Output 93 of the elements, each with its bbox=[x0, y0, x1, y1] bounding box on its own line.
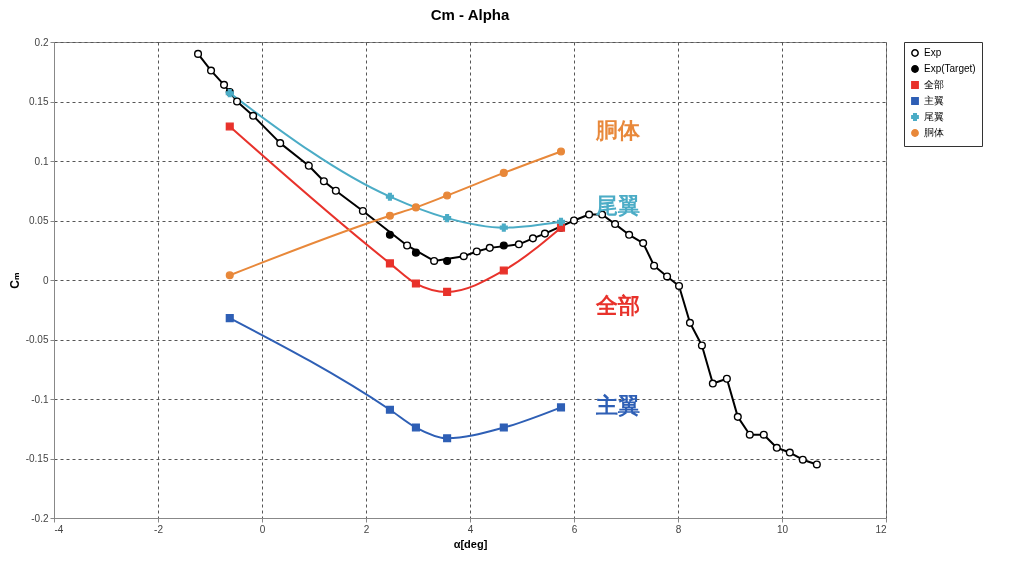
point bbox=[708, 379, 717, 388]
point bbox=[556, 403, 566, 412]
point bbox=[459, 252, 468, 261]
y-tick-label: 0.2 bbox=[34, 36, 49, 48]
point bbox=[499, 266, 508, 275]
point bbox=[759, 430, 768, 439]
point bbox=[663, 272, 672, 281]
y-tick-label: 0.1 bbox=[34, 155, 49, 167]
point bbox=[443, 191, 452, 200]
legend-label: 尾翼 bbox=[924, 111, 944, 122]
point bbox=[225, 314, 234, 323]
point bbox=[556, 147, 566, 156]
text: 主翼 bbox=[596, 393, 640, 419]
point bbox=[772, 443, 781, 452]
point bbox=[556, 217, 566, 226]
point bbox=[485, 243, 494, 252]
point bbox=[745, 430, 754, 439]
point bbox=[411, 203, 420, 212]
point bbox=[219, 80, 229, 89]
point bbox=[276, 139, 285, 148]
point bbox=[674, 281, 684, 290]
point bbox=[569, 216, 579, 225]
point bbox=[443, 287, 452, 296]
point bbox=[650, 261, 659, 270]
point bbox=[358, 206, 367, 216]
point bbox=[499, 423, 508, 432]
point bbox=[499, 223, 508, 232]
y-tick-label: -0.1 bbox=[31, 393, 49, 405]
x-tick-label: -2 bbox=[154, 523, 164, 535]
text: 全部 bbox=[596, 293, 640, 319]
x-tick-label: 8 bbox=[675, 523, 682, 535]
point bbox=[232, 97, 242, 106]
point bbox=[472, 247, 481, 256]
point bbox=[685, 318, 695, 327]
legend-label: Exp(Target) bbox=[924, 63, 976, 74]
point bbox=[798, 455, 807, 464]
point bbox=[403, 241, 412, 250]
point bbox=[319, 177, 328, 186]
point bbox=[812, 460, 821, 469]
point bbox=[443, 434, 452, 443]
point bbox=[697, 341, 706, 350]
point bbox=[499, 168, 508, 177]
x-tick-label: 4 bbox=[467, 523, 474, 535]
text: 胴体 bbox=[596, 118, 640, 144]
point bbox=[540, 229, 549, 238]
point bbox=[499, 241, 508, 250]
legend-label: 胴体 bbox=[924, 127, 944, 138]
point bbox=[611, 220, 620, 229]
point bbox=[206, 66, 216, 75]
y-tick-label: 0.15 bbox=[29, 96, 49, 107]
point bbox=[411, 248, 420, 257]
point bbox=[443, 256, 452, 266]
y-tick-label: -0.15 bbox=[25, 453, 49, 464]
point bbox=[331, 186, 340, 195]
point bbox=[514, 240, 523, 249]
y-tick-label: -0.2 bbox=[31, 512, 49, 524]
point bbox=[385, 211, 394, 220]
point bbox=[785, 448, 794, 457]
y-tick-label: 0.05 bbox=[29, 215, 49, 226]
legend-label: 全部 bbox=[924, 79, 944, 90]
y-tick-label: 0 bbox=[42, 274, 49, 286]
legend-label: Exp bbox=[924, 47, 942, 58]
x-axis-title: α[deg] bbox=[453, 537, 488, 550]
point bbox=[193, 49, 203, 58]
y-tick-label: -0.05 bbox=[25, 334, 49, 345]
x-tick-label: 10 bbox=[776, 523, 789, 535]
point bbox=[385, 405, 394, 414]
point bbox=[528, 234, 537, 243]
point bbox=[225, 122, 234, 131]
point bbox=[385, 230, 394, 239]
x-tick-label: 0 bbox=[259, 523, 266, 535]
point bbox=[430, 256, 439, 266]
point bbox=[225, 271, 234, 280]
x-tick-label: 6 bbox=[571, 523, 578, 535]
point bbox=[411, 423, 420, 432]
point bbox=[733, 412, 742, 421]
point bbox=[304, 161, 313, 170]
point bbox=[249, 111, 258, 120]
point bbox=[625, 230, 634, 239]
point bbox=[722, 374, 731, 383]
point bbox=[443, 214, 452, 223]
point bbox=[585, 210, 594, 219]
point bbox=[639, 239, 648, 248]
x-tick-label: 12 bbox=[875, 523, 887, 535]
point bbox=[385, 192, 394, 201]
text: 尾翼 bbox=[596, 193, 640, 219]
point bbox=[385, 259, 394, 268]
x-tick-label: 2 bbox=[363, 523, 370, 535]
point bbox=[411, 279, 420, 288]
legend-label: 主翼 bbox=[924, 95, 944, 106]
chart-title: Cm - Alpha bbox=[430, 6, 510, 23]
y-axis-title: Cₘ bbox=[7, 272, 22, 289]
x-tick-label: -4 bbox=[54, 523, 64, 535]
